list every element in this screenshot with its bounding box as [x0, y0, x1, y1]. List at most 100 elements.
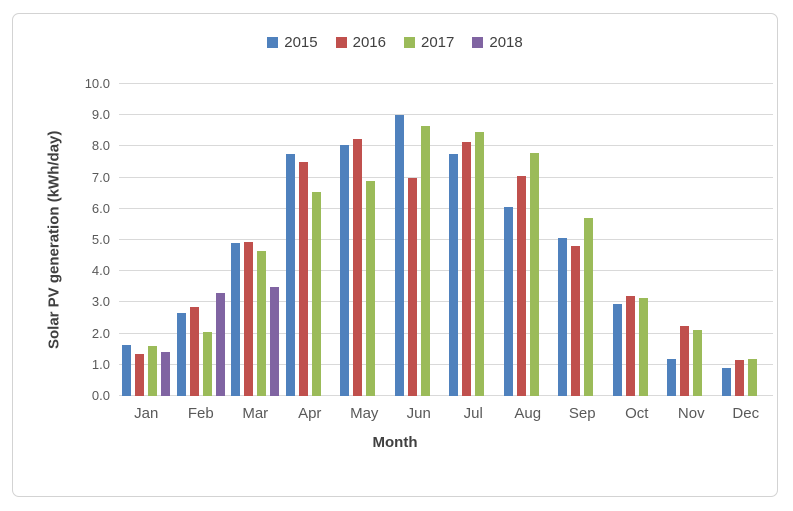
- bar-slot: [231, 243, 241, 396]
- legend-swatch-icon: [335, 36, 347, 48]
- bar-2016-jan: [135, 353, 145, 396]
- legend-swatch-icon: [404, 36, 415, 48]
- bar-slot: [215, 293, 225, 396]
- bar-2015-dec: [721, 367, 731, 396]
- bar-2016-dec: [734, 360, 744, 396]
- bar-2015-feb: [176, 313, 186, 396]
- bar-2017-sep: [584, 218, 594, 396]
- x-tick-label-jun: Jun: [406, 405, 431, 422]
- bar-slot: [558, 238, 568, 396]
- x-tick-label-sep: Sep: [568, 405, 596, 422]
- bar-2017-oct: [638, 297, 648, 396]
- bar-2017-aug: [529, 152, 539, 396]
- legend-item-2018: 2018: [472, 33, 523, 51]
- gridline: [119, 83, 773, 84]
- bar-slot: [721, 367, 731, 396]
- bar-2017-jan: [148, 346, 158, 396]
- plot-column: Jan Feb Mar Apr May Jun Jul Aug Sep Oct Nov Dec: [119, 83, 773, 424]
- bar-2016-feb: [189, 307, 199, 396]
- y-tick-label: 1.0: [91, 356, 110, 372]
- bar-slot: [353, 138, 363, 396]
- bar-2015-aug: [503, 207, 513, 396]
- bar-slot: [244, 241, 254, 396]
- gridline: [119, 239, 773, 240]
- bar-group-apr: [285, 84, 334, 396]
- chart-body: Solar PV generation (kWh/day) 0.0 1.0 2.0 3…: [13, 77, 777, 424]
- y-tick-label: 2.0: [91, 325, 110, 341]
- y-tick-label: 9.0: [91, 107, 110, 123]
- bar-group-jan: [122, 84, 171, 396]
- y-axis-title: Solar PV generation (kWh/day): [45, 130, 63, 350]
- bar-slot: [311, 191, 321, 396]
- gridline: [119, 145, 773, 147]
- legend-item-2017: 2017: [404, 35, 454, 50]
- bar-slot: [257, 250, 267, 396]
- bar-slot: [135, 353, 145, 396]
- x-tick-label-may: May: [350, 405, 379, 422]
- gridline: [119, 301, 773, 303]
- bar-2015-nov: [667, 358, 677, 396]
- bar-2016-oct: [625, 296, 635, 396]
- plot-area: [119, 83, 773, 396]
- bar-slot: [394, 115, 404, 396]
- bar-2017-feb: [202, 332, 212, 396]
- bar-slot: [270, 286, 280, 396]
- y-tick-label: 0.0: [91, 388, 110, 403]
- bar-2018-mar: [270, 286, 280, 396]
- bar-slot: [571, 246, 581, 396]
- y-tick-label: 4.0: [91, 263, 110, 279]
- bar-slot: [503, 207, 513, 396]
- bar-2016-aug: [516, 176, 526, 396]
- gridline: [119, 363, 773, 365]
- x-tick-label-oct: Oct: [625, 405, 649, 422]
- bar-2015-may: [340, 144, 350, 396]
- bar-slot: [298, 162, 308, 396]
- bar-2016-nov: [680, 325, 690, 396]
- bar-slot: [638, 297, 648, 396]
- bar-group-sep: [558, 84, 606, 396]
- bar-group-jun: [394, 84, 443, 396]
- gridline: [119, 332, 773, 334]
- bar-slot: [420, 126, 430, 396]
- y-tick-label: 10.0: [84, 76, 110, 91]
- gridline: [119, 114, 773, 116]
- x-tick-label-apr: Apr: [298, 405, 322, 422]
- bar-slot: [529, 152, 539, 396]
- bar-2015-jan: [122, 344, 132, 396]
- bar-slot: [285, 154, 295, 396]
- bar-2017-jun: [420, 126, 430, 396]
- x-tick-label-jul: Jul: [463, 405, 483, 422]
- legend-label: 2016: [352, 33, 386, 51]
- y-tick-label: 6.0: [91, 200, 110, 216]
- chart-figure: 2015 2016 2017 2018 Solar PV generation (kW…: [12, 13, 778, 497]
- bar-slot: [516, 176, 526, 396]
- bar-2017-apr: [311, 191, 321, 396]
- bar-2017-dec: [747, 358, 757, 396]
- x-tick-label-aug: Aug: [514, 405, 542, 422]
- bar-slot: [584, 218, 594, 396]
- gridline: [119, 176, 773, 178]
- bar-2015-oct: [612, 303, 622, 396]
- legend-label: 2015: [284, 33, 318, 51]
- bar-2018-feb: [215, 293, 225, 396]
- bar-2017-mar: [257, 250, 267, 396]
- bar-2015-jul: [449, 154, 459, 396]
- bar-group-oct: [612, 84, 661, 396]
- legend-item-2015: 2015: [267, 33, 318, 51]
- y-tick-label: 5.0: [91, 232, 110, 247]
- legend-label: 2017: [421, 33, 455, 51]
- bar-slot: [612, 303, 622, 396]
- legend: 2015 2016 2017 2018: [13, 34, 777, 50]
- bar-2017-jul: [475, 132, 485, 396]
- bar-group-may: [340, 84, 388, 396]
- legend-swatch-icon: [267, 36, 279, 48]
- bar-2016-jun: [407, 177, 417, 396]
- bar-slot: [693, 330, 703, 396]
- bar-slot: [449, 154, 459, 396]
- x-tick-label-feb: Feb: [187, 405, 214, 422]
- legend-label: 2018: [489, 33, 523, 51]
- bar-slot: [625, 296, 635, 396]
- bar-slot: [202, 332, 212, 396]
- bar-slot: [189, 307, 199, 396]
- gridline: [119, 395, 773, 396]
